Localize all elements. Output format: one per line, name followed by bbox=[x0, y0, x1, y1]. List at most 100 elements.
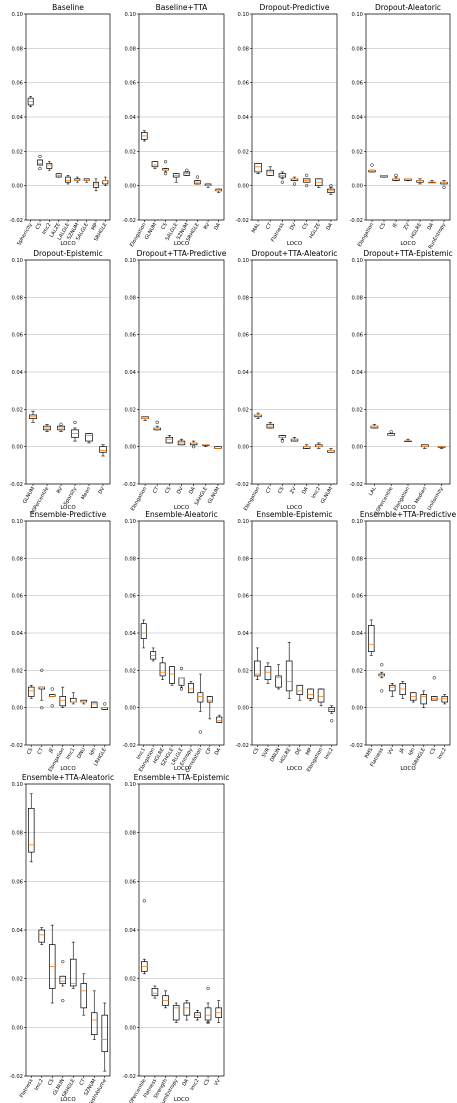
y-tick-label: -0.02 bbox=[236, 743, 249, 749]
x-tick-label: 10Percentile bbox=[127, 1078, 148, 1103]
box-iqr bbox=[389, 684, 396, 692]
y-tick-label: -0.02 bbox=[10, 1074, 23, 1080]
box-3 bbox=[404, 438, 412, 443]
box-iqr bbox=[99, 446, 107, 453]
panel-5: Dropout-Epistemic -0.02 0.00 0.02 0.04 0.06 0.… bbox=[10, 249, 111, 516]
box-iqr bbox=[285, 660, 293, 692]
box-6 bbox=[74, 176, 81, 183]
box-4 bbox=[71, 420, 79, 442]
y-tick-label: 0.10 bbox=[237, 12, 249, 18]
y-tick-label: 0.00 bbox=[124, 706, 136, 712]
panel-title: Dropout+TTA-Predictive bbox=[137, 249, 227, 258]
outlier-point bbox=[380, 663, 384, 667]
box-iqr bbox=[65, 176, 71, 183]
outlier-point bbox=[103, 702, 107, 706]
box-iqr bbox=[266, 169, 274, 176]
panel-title: Dropout+TTA-Aleatoric bbox=[252, 249, 338, 258]
outlier-point bbox=[280, 180, 285, 184]
x-tick-label: Elongation bbox=[130, 486, 148, 512]
y-tick-label: 0.00 bbox=[11, 445, 23, 451]
y-tick-label: -0.02 bbox=[123, 218, 136, 224]
box-2 bbox=[380, 174, 388, 178]
y-tick-label: 0.10 bbox=[237, 519, 249, 525]
y-tick-label: 0.08 bbox=[237, 295, 249, 301]
box-1 bbox=[28, 684, 35, 699]
y-tick-label: 0.02 bbox=[237, 149, 249, 155]
box-1 bbox=[28, 793, 35, 863]
box-iqr bbox=[70, 958, 77, 987]
box-4 bbox=[169, 666, 176, 686]
panel-title: Ensemble-Predictive bbox=[30, 510, 107, 519]
outlier-point bbox=[179, 687, 184, 691]
y-tick-label: 0.00 bbox=[11, 1025, 23, 1031]
box-iqr bbox=[46, 163, 53, 169]
x-tick-label: GLNUM bbox=[22, 486, 36, 505]
panel-1: Baseline -0.02 0.00 0.02 0.04 0.06 0.08 0.10 Sph… bbox=[10, 3, 111, 247]
box-3 bbox=[275, 664, 282, 690]
box-iqr bbox=[187, 683, 194, 694]
y-tick-label: 0.10 bbox=[351, 12, 363, 18]
box-iqr bbox=[59, 696, 66, 707]
box-3 bbox=[389, 683, 396, 697]
x-tick-label: Imc1 bbox=[136, 747, 147, 761]
x-tick-label: Flatness bbox=[19, 1078, 35, 1099]
box-iqr bbox=[28, 807, 35, 853]
outlier-point bbox=[389, 430, 393, 434]
x-tick-label: Imc2 bbox=[41, 222, 52, 236]
axes-frame bbox=[138, 783, 225, 1077]
box-4 bbox=[172, 173, 180, 183]
box-1 bbox=[368, 619, 375, 656]
box-iqr bbox=[420, 694, 427, 705]
box-1 bbox=[29, 410, 37, 423]
outlier-point bbox=[50, 704, 54, 708]
y-tick-label: 0.00 bbox=[124, 184, 136, 190]
y-tick-label: 0.10 bbox=[237, 258, 249, 264]
box-6 bbox=[428, 180, 436, 184]
y-tick-label: 0.08 bbox=[124, 46, 136, 52]
box-5 bbox=[70, 692, 77, 705]
box-5 bbox=[183, 168, 191, 176]
box-iqr bbox=[91, 701, 98, 709]
x-axis-label: LOCO bbox=[60, 766, 76, 772]
x-axis-label: LOCO bbox=[400, 766, 416, 772]
box-3 bbox=[165, 435, 174, 444]
y-tick-label: 0.08 bbox=[124, 831, 136, 837]
x-tick-label: GLNUM bbox=[207, 486, 221, 505]
x-axis-label: LOCO bbox=[400, 505, 416, 511]
box-5 bbox=[70, 941, 77, 989]
y-tick-label: 0.04 bbox=[11, 115, 23, 121]
y-tick-label: 0.08 bbox=[124, 556, 136, 562]
x-tick-label: DA bbox=[214, 747, 223, 757]
box-4 bbox=[177, 438, 186, 446]
outlier-point bbox=[38, 166, 42, 171]
panel-13: Ensemble+TTA-Aleatoric -0.02 0.00 0.02 0.04 0… bbox=[10, 773, 115, 1103]
x-tick-label: DV bbox=[97, 486, 106, 496]
axes-frame bbox=[138, 13, 225, 221]
y-tick-label: 0.04 bbox=[237, 370, 249, 376]
y-tick-label: 0.06 bbox=[124, 81, 136, 87]
panel-8: Dropout+TTA-Epistemic -0.02 0.00 0.02 0.04 0.… bbox=[350, 249, 453, 516]
box-3 bbox=[278, 435, 287, 443]
y-tick-label: 0.00 bbox=[124, 445, 136, 451]
x-axis-label: LOCO bbox=[287, 241, 303, 247]
x-tick-label: DA bbox=[181, 1078, 190, 1088]
box-6 bbox=[194, 1009, 201, 1021]
panel-4: Dropout-Aleatoric -0.02 0.00 0.02 0.04 0.06 0.… bbox=[350, 3, 451, 250]
x-tick-label: CT bbox=[265, 221, 274, 230]
x-tick-label: DA bbox=[426, 222, 435, 232]
y-tick-label: 0.00 bbox=[351, 706, 363, 712]
outlier-point bbox=[206, 1020, 210, 1025]
box-1 bbox=[140, 619, 147, 649]
y-tick-label: 0.08 bbox=[11, 46, 23, 52]
x-tick-label: Imc2 bbox=[311, 486, 322, 500]
y-tick-label: 0.08 bbox=[11, 295, 23, 301]
axes-frame bbox=[25, 259, 111, 485]
y-tick-label: -0.02 bbox=[236, 482, 249, 488]
box-iqr bbox=[183, 1002, 191, 1016]
y-tick-label: 0.08 bbox=[11, 556, 23, 562]
box-3 bbox=[49, 924, 56, 1004]
box-1 bbox=[141, 130, 148, 142]
box-2 bbox=[387, 430, 396, 436]
box-5 bbox=[178, 666, 185, 691]
x-tick-label: DNU bbox=[76, 747, 87, 760]
